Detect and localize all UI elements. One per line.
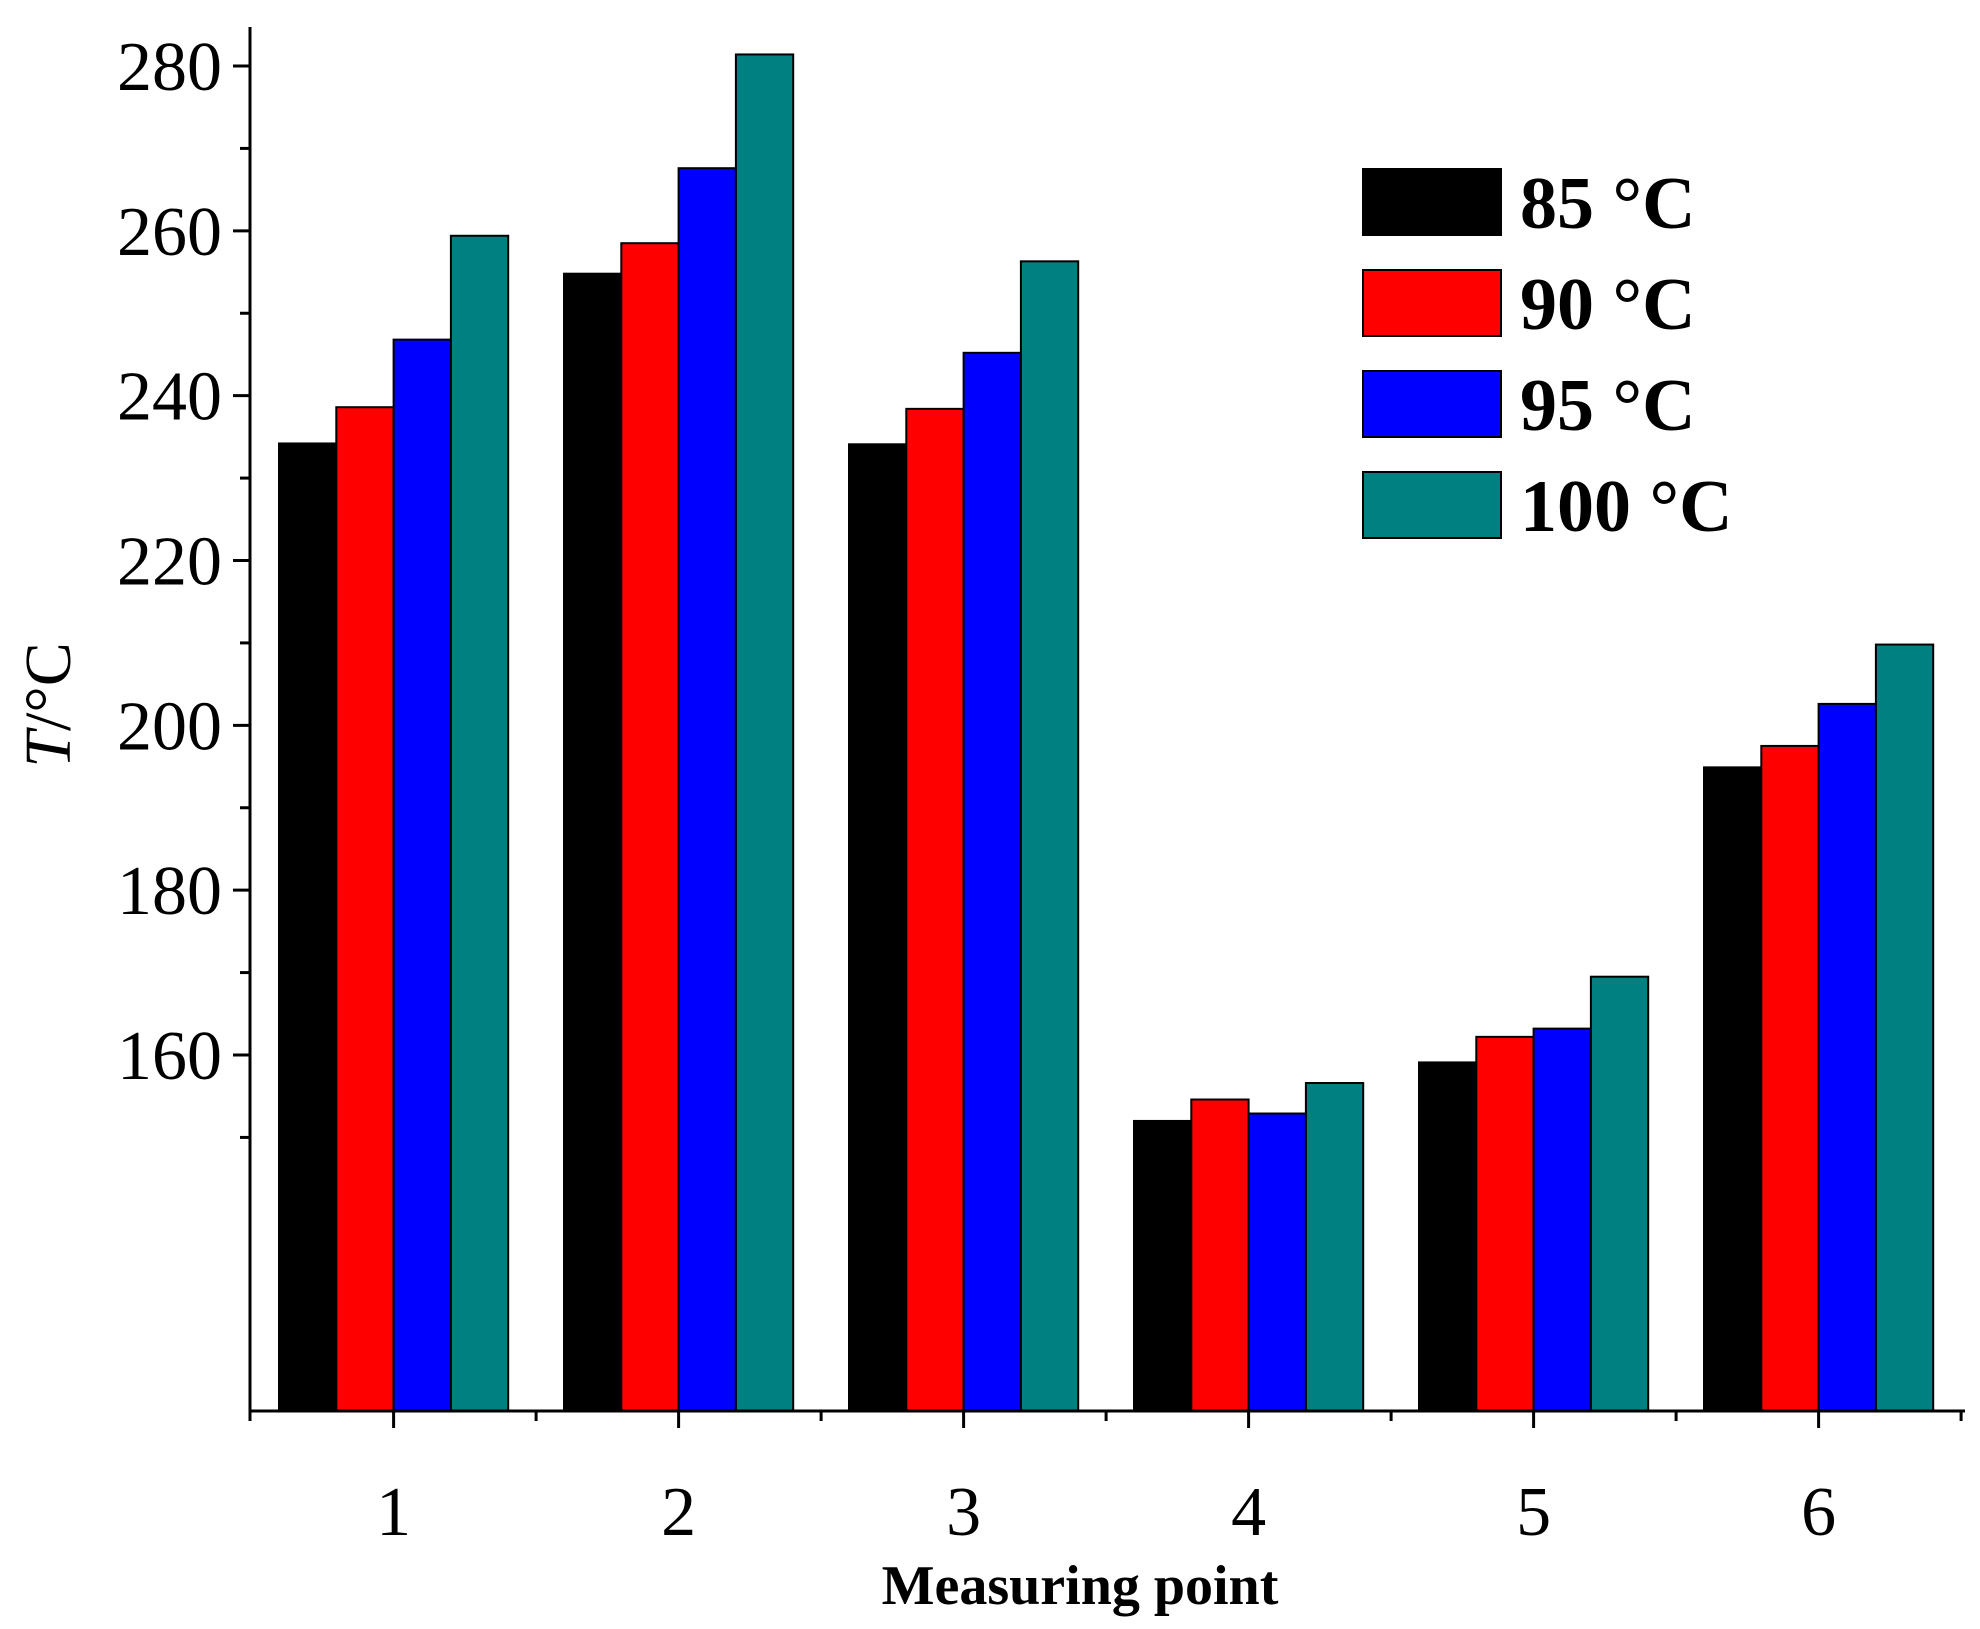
x-tick-label: 3 [946, 1474, 981, 1551]
bar-point6-series4 [1874, 643, 1935, 1412]
bars-layer [278, 53, 1935, 1413]
bar-point6-series3 [1817, 702, 1877, 1412]
bar-point4-series1 [1133, 1119, 1193, 1413]
x-tick-label: 1 [376, 1474, 411, 1551]
legend-swatch [1362, 168, 1502, 236]
bar-point1-series3 [392, 338, 452, 1413]
legend-swatch [1362, 370, 1502, 438]
bar-point2-series1 [563, 272, 623, 1413]
x-axis-title: Measuring point [882, 1555, 1279, 1617]
bar-point3-series2 [905, 407, 965, 1412]
bar-point3-series4 [1019, 260, 1080, 1412]
legend-label: 85 °C [1520, 163, 1696, 245]
y-tick-label: 260 [117, 194, 222, 271]
x-tick-label: 4 [1231, 1474, 1266, 1551]
bar-point4-series3 [1247, 1112, 1307, 1413]
y-tick-label: 220 [117, 524, 222, 601]
legend-swatch [1362, 471, 1502, 539]
bar-point1-series4 [449, 234, 510, 1413]
bar-point2-series4 [734, 53, 795, 1412]
y-tick-label: 160 [117, 1018, 222, 1095]
x-tick-label: 2 [661, 1474, 696, 1551]
y-axis-title-symbol: T [12, 727, 85, 768]
x-ticks: 1 2 3 4 5 6 [248, 1411, 1963, 1551]
bar-point2-series2 [620, 242, 680, 1413]
x-tick-label: 5 [1516, 1474, 1551, 1551]
bar-point1-series2 [335, 406, 395, 1412]
x-tick-label: 6 [1801, 1474, 1836, 1551]
bar-point4-series4 [1304, 1082, 1365, 1412]
bar-point5-series4 [1589, 975, 1650, 1412]
y-tick-label: 280 [117, 29, 222, 106]
legend-label: 100 °C [1520, 466, 1733, 548]
legend-swatch [1362, 269, 1502, 337]
y-axis-title-unit: /°C [12, 642, 85, 731]
bar-point2-series3 [677, 167, 737, 1413]
legend: 85 °C 90 °C 95 °C 100 °C [1362, 163, 1733, 548]
bar-point3-series3 [962, 351, 1022, 1412]
y-tick-label: 240 [117, 359, 222, 436]
y-tick-label: 180 [117, 853, 222, 930]
y-axis-title: T/°C [12, 642, 85, 767]
bar-point4-series2 [1190, 1098, 1250, 1412]
bar-point3-series1 [848, 443, 908, 1413]
legend-label: 95 °C [1520, 365, 1696, 447]
bar-point1-series1 [278, 442, 338, 1412]
bar-point5-series2 [1475, 1035, 1535, 1412]
bar-point6-series2 [1760, 744, 1820, 1412]
y-tick-label: 200 [117, 688, 222, 765]
legend-label: 90 °C [1520, 264, 1696, 346]
bar-point5-series3 [1532, 1027, 1592, 1413]
bar-point6-series1 [1703, 766, 1763, 1412]
bar-point5-series1 [1418, 1061, 1478, 1412]
y-ticks: 160180200220240260280300 [117, 29, 250, 1139]
